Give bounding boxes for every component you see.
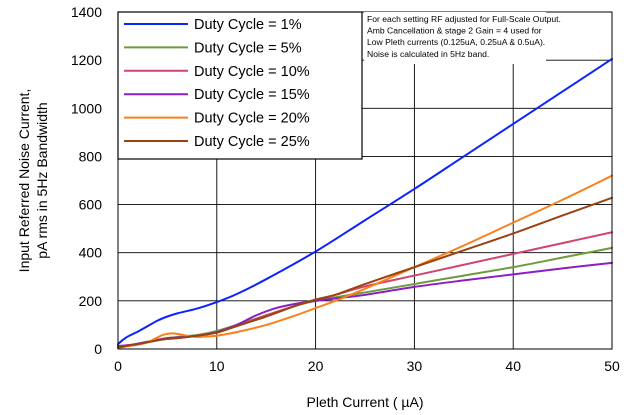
annotation-box (364, 12, 546, 64)
legend-item: Duty Cycle = 25% (124, 134, 310, 150)
legend-label: Duty Cycle = 15% (194, 87, 310, 103)
y-tick-label: 0 (94, 341, 102, 357)
legend-item: Duty Cycle = 20% (124, 111, 310, 127)
legend-label: Duty Cycle = 10% (194, 64, 310, 80)
legend-label: Duty Cycle = 20% (194, 111, 310, 127)
y-tick-label: 400 (79, 245, 103, 261)
series-line-1 (117, 57, 613, 346)
legend-box (117, 11, 363, 160)
legend-label: Duty Cycle = 25% (194, 134, 310, 150)
series-line-4 (117, 261, 613, 348)
x-tick-label: 20 (308, 358, 324, 374)
y-axis-label-line-2: pA rms in 5Hz Bandwidth (34, 102, 50, 258)
y-tick-label: 1400 (71, 4, 102, 20)
x-tick-label: 50 (604, 358, 620, 374)
annotation-line: Noise is calculated in 5Hz band. (367, 49, 489, 59)
legend: Duty Cycle = 1% Duty Cycle = 5% Duty Cycle… (117, 11, 363, 160)
x-tick-label: 30 (407, 358, 423, 374)
annotation-line: For each setting RF adjusted for Full-Sc… (367, 14, 561, 24)
x-tick-label: 10 (209, 358, 225, 374)
legend-item: Duty Cycle = 15% (124, 87, 310, 103)
axis-ticks: 0 10 20 30 40 50 0 200 400 600 800 1000 1200 1400 (71, 4, 620, 374)
legend-item: Duty Cycle = 10% (124, 64, 310, 80)
legend-label: Duty Cycle = 1% (194, 17, 302, 33)
series-line-2 (117, 246, 613, 349)
annotation-line: Low Pleth currents (0.125uA, 0.25uA & 0.… (367, 37, 545, 47)
y-tick-label: 1200 (71, 52, 102, 68)
series-lines (117, 57, 613, 349)
y-tick-label: 800 (79, 148, 103, 164)
y-tick-label: 1000 (71, 100, 102, 116)
legend-item: Duty Cycle = 5% (124, 40, 302, 56)
legend-item: Duty Cycle = 1% (124, 17, 302, 33)
y-tick-label: 600 (79, 197, 103, 213)
annotation-line: Amb Cancellation & stage 2 Gain = 4 used… (367, 26, 542, 36)
y-tick-label: 200 (79, 293, 103, 309)
series-line-6 (117, 196, 613, 349)
legend-label: Duty Cycle = 5% (194, 40, 302, 56)
x-tick-label: 40 (505, 358, 521, 374)
y-axis-label-line-1: Input Referred Noise Current, (16, 89, 32, 273)
x-tick-label: 0 (114, 358, 122, 374)
x-axis-label: Pleth Current ( µA) (307, 394, 424, 410)
annotation-note: For each setting RF adjusted for Full-Sc… (364, 12, 561, 64)
